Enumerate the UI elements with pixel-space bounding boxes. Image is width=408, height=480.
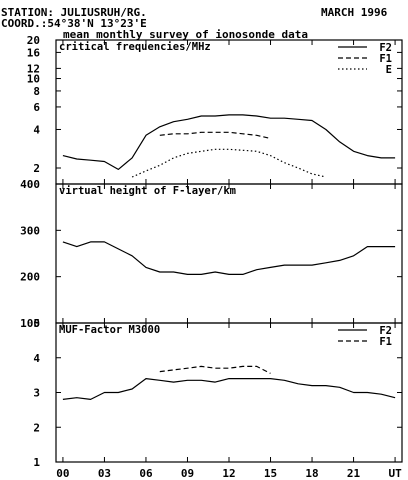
x-tick-label: 12 bbox=[222, 467, 235, 480]
y-tick-label: 20 bbox=[27, 34, 40, 47]
x-tick-label: 18 bbox=[305, 467, 318, 480]
y-tick-label: 400 bbox=[20, 178, 40, 191]
figure-subtitle: mean monthly survey of ionosonde data bbox=[63, 28, 308, 41]
legend-label: F1 bbox=[379, 53, 392, 65]
x-tick-label: 06 bbox=[139, 467, 153, 480]
series-line-f2 bbox=[62, 114, 396, 170]
panel-title: critical frequencies/MHz bbox=[59, 41, 211, 53]
plots-group: critical frequencies/MHz246810121620F2F1… bbox=[20, 34, 403, 480]
legend-label: E bbox=[386, 64, 392, 76]
legend-label: F1 bbox=[379, 336, 392, 348]
station-label: STATION: JULIUSRUH/RG. bbox=[1, 6, 147, 19]
coord-label: COORD.:54°38'N 13°23'E bbox=[1, 17, 147, 30]
y-tick-label: 6 bbox=[33, 101, 40, 114]
series-line-f1 bbox=[159, 365, 271, 374]
y-tick-label: 4 bbox=[33, 352, 40, 365]
y-tick-label: 100 bbox=[20, 317, 40, 330]
panel-title: MUF-Factor M3000 bbox=[59, 324, 160, 336]
series-line-1 bbox=[62, 241, 396, 275]
y-tick-label: 12 bbox=[27, 62, 40, 75]
y-tick-label: 1 bbox=[33, 456, 40, 469]
series-line-f2 bbox=[62, 378, 396, 400]
x-tick-label: 15 bbox=[264, 467, 277, 480]
x-tick-label: 21 bbox=[347, 467, 361, 480]
legend-label: F2 bbox=[379, 42, 392, 54]
panel-frame bbox=[55, 39, 403, 185]
y-tick-label: 300 bbox=[20, 224, 40, 237]
panel-2: virtual height of F-layer/km 100 200 300 400 bbox=[20, 178, 403, 330]
x-tick-label: 09 bbox=[181, 467, 194, 480]
x-tick-label: UT bbox=[388, 467, 402, 480]
y-tick-label: 3 bbox=[33, 387, 40, 400]
panel-frame bbox=[55, 183, 403, 324]
y-tick-label: 5 bbox=[33, 317, 40, 330]
legend-label: F2 bbox=[379, 325, 392, 337]
y-tick-label: 4 bbox=[33, 123, 40, 136]
y-tick-label: 2 bbox=[33, 421, 40, 434]
panel-title: virtual height of F-layer/km bbox=[59, 185, 236, 197]
series-line-f1 bbox=[159, 131, 271, 140]
series-line-e bbox=[131, 148, 327, 178]
x-tick-label: 03 bbox=[98, 467, 111, 480]
y-tick-label: 16 bbox=[27, 46, 41, 59]
y-tick-label: 8 bbox=[33, 85, 40, 98]
y-tick-label: 10 bbox=[27, 73, 40, 86]
y-tick-label: 2 bbox=[33, 162, 40, 175]
y-tick-label: 200 bbox=[20, 271, 40, 284]
x-tick-label: 00 bbox=[56, 467, 69, 480]
date-label: MARCH 1996 bbox=[321, 6, 388, 19]
